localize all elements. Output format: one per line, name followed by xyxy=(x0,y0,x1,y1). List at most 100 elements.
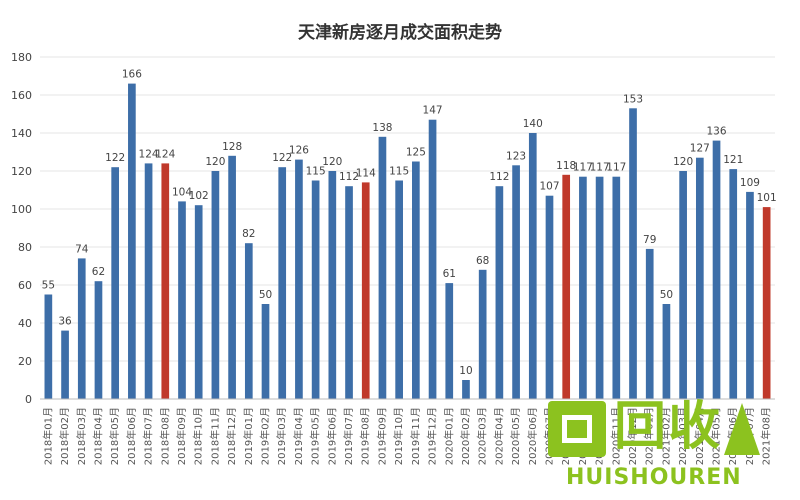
data-label: 125 xyxy=(406,147,426,159)
bar xyxy=(462,380,470,399)
x-tick-label: 2019年09月 xyxy=(375,407,388,465)
data-label: 120 xyxy=(205,156,225,168)
data-label: 136 xyxy=(707,126,727,138)
data-label: 124 xyxy=(155,148,175,160)
data-labels: 5536746212216612412410410212012882501221… xyxy=(42,69,777,377)
bar xyxy=(545,195,554,399)
watermark-cn-text: 回收 xyxy=(614,397,723,457)
x-tick-label: 2018年11月 xyxy=(208,407,221,465)
data-label: 102 xyxy=(189,190,209,202)
y-tick-label: 0 xyxy=(25,393,32,406)
data-label: 109 xyxy=(740,177,760,189)
data-label: 140 xyxy=(523,118,543,130)
bar xyxy=(428,119,437,399)
data-label: 126 xyxy=(289,145,309,157)
y-tick-label: 100 xyxy=(11,203,32,216)
data-label: 122 xyxy=(272,152,292,164)
x-tick-label: 2021年05月 xyxy=(710,407,723,465)
y-tick-label: 160 xyxy=(11,89,32,102)
bar xyxy=(295,159,303,399)
data-label: 62 xyxy=(92,266,105,278)
bar xyxy=(645,248,654,399)
data-label: 115 xyxy=(306,166,326,178)
y-tick-label: 180 xyxy=(11,51,32,64)
x-tick-label: 2019年06月 xyxy=(325,407,338,465)
x-tick-label: 2018年07月 xyxy=(142,407,155,465)
bar-highlight xyxy=(762,207,771,399)
x-tick-label: 2019年03月 xyxy=(275,407,288,465)
x-tick-label: 2018年05月 xyxy=(108,407,121,465)
data-label: 55 xyxy=(42,280,55,292)
x-tick-label: 2020年03月 xyxy=(476,407,489,465)
bar xyxy=(261,304,270,399)
y-tick-label: 80 xyxy=(18,241,32,254)
x-tick-label: 2019年02月 xyxy=(259,407,272,465)
bar xyxy=(746,191,754,399)
x-tick-label: 2018年08月 xyxy=(158,407,171,465)
x-tick-label: 2020年06月 xyxy=(526,407,539,465)
bar xyxy=(579,176,587,399)
bar xyxy=(395,180,403,399)
x-tick-label: 2018年10月 xyxy=(192,407,205,465)
data-label: 127 xyxy=(690,143,710,155)
data-label: 117 xyxy=(590,162,610,174)
x-tick-label: 2018年12月 xyxy=(225,407,238,465)
bar xyxy=(612,176,621,399)
bar xyxy=(712,140,721,399)
data-label: 68 xyxy=(476,255,489,267)
data-label: 114 xyxy=(356,167,376,179)
x-tick-label: 2019年01月 xyxy=(242,407,255,465)
bar xyxy=(94,281,103,399)
x-tick-label: 2019年07月 xyxy=(342,407,355,465)
bar xyxy=(111,167,120,399)
bar xyxy=(311,180,320,399)
data-label: 122 xyxy=(105,152,125,164)
bar xyxy=(211,171,220,399)
x-tick-label: 2020年11月 xyxy=(609,407,622,465)
x-tick-label: 2019年10月 xyxy=(392,407,405,465)
data-label: 112 xyxy=(489,171,509,183)
x-tick-label: 2021年08月 xyxy=(760,407,773,465)
y-tick-label: 140 xyxy=(11,127,32,140)
watermark-arrow-icon xyxy=(724,403,760,455)
data-label: 50 xyxy=(259,289,272,301)
bar xyxy=(228,155,236,399)
x-tick-label: 2018年01月 xyxy=(41,407,54,465)
bar xyxy=(61,330,69,399)
x-tick-label: 2018年04月 xyxy=(91,407,104,465)
data-label: 79 xyxy=(643,234,656,246)
bar xyxy=(729,169,738,399)
bar xyxy=(194,205,203,399)
data-label: 117 xyxy=(573,162,593,174)
bar xyxy=(695,157,704,399)
x-tick-label: 2021年04月 xyxy=(693,407,706,465)
y-tick-label: 40 xyxy=(18,317,32,330)
x-tick-label: 2018年09月 xyxy=(175,407,188,465)
bar xyxy=(629,108,637,400)
x-tick-label: 2021年03月 xyxy=(676,407,689,465)
x-tick-label: 2019年12月 xyxy=(426,407,439,465)
data-label: 36 xyxy=(58,316,72,328)
data-label: 82 xyxy=(242,228,255,240)
x-tick-label: 2020年02月 xyxy=(459,407,472,465)
bar-highlight xyxy=(361,182,370,399)
x-tick-label: 2021年02月 xyxy=(659,407,672,465)
x-tick-label: 2018年06月 xyxy=(125,407,138,465)
x-tick-label: 2020年01月 xyxy=(442,407,455,465)
bar-highlight xyxy=(161,163,170,399)
bar xyxy=(144,163,153,399)
bar xyxy=(128,83,136,399)
bar xyxy=(528,133,537,399)
data-label: 10 xyxy=(459,365,472,377)
x-tick-label: 2018年02月 xyxy=(58,407,71,465)
data-label: 121 xyxy=(723,154,743,166)
x-tick-label: 2019年11月 xyxy=(409,407,422,465)
x-tick-label: 2019年04月 xyxy=(292,407,305,465)
bar xyxy=(679,171,687,399)
bar xyxy=(328,171,337,399)
y-tick-label: 120 xyxy=(11,165,32,178)
bar xyxy=(77,258,86,399)
data-label: 50 xyxy=(660,289,673,301)
bar xyxy=(345,186,353,399)
bar xyxy=(662,304,671,399)
